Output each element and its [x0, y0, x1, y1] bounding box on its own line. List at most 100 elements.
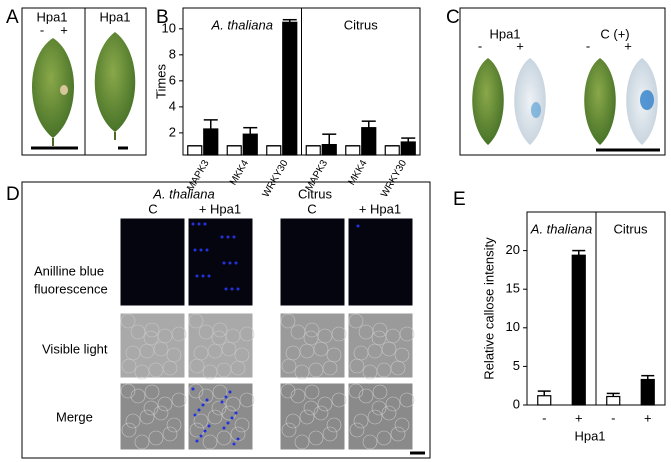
callose-spot — [230, 287, 234, 291]
panel-title: Hpa1 — [36, 9, 67, 24]
panel-title: Hpa1 — [489, 26, 520, 41]
callose-spot — [205, 248, 209, 252]
micrograph — [279, 217, 346, 307]
cell-texture — [322, 360, 338, 376]
micrograph — [187, 382, 254, 451]
cell-texture — [371, 400, 387, 416]
x-tick-label: - — [542, 410, 546, 425]
callose-spot — [232, 235, 236, 239]
bar — [305, 145, 321, 156]
cell-texture — [381, 341, 397, 357]
micrograph — [347, 217, 414, 307]
callose-spot — [191, 222, 195, 226]
bar — [400, 141, 416, 156]
y-tick-label: 10 — [506, 319, 520, 334]
cell-texture — [153, 341, 169, 357]
column-label: + Hpa1 — [359, 201, 401, 216]
x-tick-label: MKK4 — [346, 158, 369, 187]
panel-title: C (+) — [600, 26, 629, 41]
callose-spot — [228, 261, 232, 265]
cell-texture — [313, 341, 329, 357]
micrograph — [279, 382, 346, 451]
callose-spot — [232, 442, 236, 446]
row-label: fluorescence — [34, 281, 108, 296]
cell-texture — [304, 322, 320, 338]
callose-spot — [205, 398, 209, 402]
bar — [266, 145, 282, 156]
callose-spot — [234, 411, 238, 415]
cell-texture — [202, 434, 218, 450]
micrograph — [187, 217, 254, 307]
row-label: Visible light — [42, 341, 108, 356]
callose-spot — [201, 403, 205, 407]
x-tick-label: + — [575, 410, 583, 425]
micrograph — [347, 382, 414, 451]
cell-texture — [120, 383, 136, 399]
callose-spot — [226, 421, 230, 425]
callose-spot — [220, 400, 224, 404]
leaf — [472, 58, 504, 145]
x-tick-label: - — [611, 410, 615, 425]
cell-texture — [290, 388, 306, 404]
panel-title: Hpa1 — [99, 9, 130, 24]
bar — [640, 378, 655, 406]
cell-texture — [280, 313, 296, 329]
y-tick-label: 6 — [169, 72, 176, 87]
cell-texture — [313, 405, 329, 421]
cell-texture — [198, 388, 214, 404]
cell-texture — [280, 383, 296, 399]
y-axis-label: Relative callose intensity — [481, 237, 496, 380]
panel-label: E — [453, 189, 466, 210]
stain — [531, 102, 541, 118]
cell-texture — [211, 400, 227, 416]
callose-spot — [195, 439, 199, 443]
cell-texture — [188, 313, 204, 329]
y-tick-label: 10 — [162, 20, 176, 35]
panel-label: A — [6, 7, 19, 28]
column-label: + Hpa1 — [199, 201, 241, 216]
cell-texture — [349, 422, 365, 438]
cell-texture — [134, 434, 150, 450]
cell-texture — [225, 396, 241, 412]
leaf — [584, 58, 616, 145]
x-tick-label: + — [644, 410, 652, 425]
cell-texture — [143, 400, 159, 416]
bar — [571, 254, 586, 406]
cell-texture — [162, 360, 178, 376]
cell-texture — [390, 426, 406, 442]
callose-spot — [222, 426, 226, 430]
sign: + — [516, 38, 524, 53]
y-tick-label: 20 — [506, 242, 520, 257]
cell-texture — [120, 313, 136, 329]
cell-texture — [294, 434, 310, 450]
cell-texture — [221, 341, 237, 357]
cell-texture — [281, 358, 297, 374]
cell-texture — [212, 384, 228, 400]
cell-texture — [144, 384, 160, 400]
callose-spot — [199, 434, 203, 438]
micrograph — [119, 382, 186, 451]
micrograph — [347, 312, 414, 379]
cell-texture — [189, 358, 205, 374]
cell-texture — [139, 409, 155, 425]
callose-spot — [203, 429, 207, 433]
cell-texture — [362, 434, 378, 450]
y-tick-label: 0 — [513, 396, 520, 411]
species-title: A. thaliana — [152, 186, 214, 201]
cell-texture — [144, 322, 160, 338]
bar — [226, 145, 242, 156]
cell-texture — [394, 417, 410, 433]
y-tick-label: 4 — [169, 98, 176, 113]
cell-texture — [381, 405, 397, 421]
cell-texture — [385, 396, 401, 412]
row-label: Merge — [56, 409, 93, 424]
cell-texture — [317, 396, 333, 412]
sign: - — [478, 38, 482, 53]
micrograph — [279, 312, 346, 379]
micrograph — [187, 312, 254, 379]
micrographs — [119, 217, 415, 451]
callose-spot — [207, 274, 211, 278]
callose-spot — [230, 416, 234, 420]
